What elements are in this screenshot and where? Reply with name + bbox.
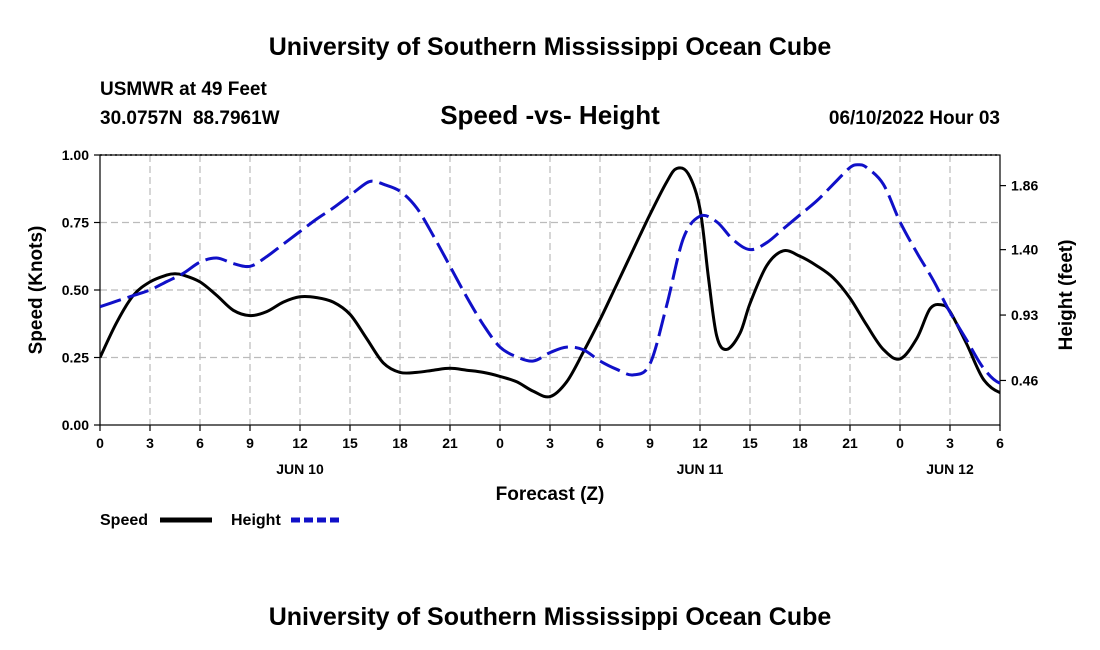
y-left-tick-label-0: 0.00	[62, 417, 89, 433]
x-tick-label-4: 12	[292, 435, 308, 451]
coordinates-label: 30.0757N 88.7961W	[100, 108, 280, 129]
y-axis-label-left: Speed (Knots)	[26, 226, 47, 355]
legend: Speed Height	[100, 512, 343, 529]
series-group	[100, 163, 1000, 399]
x-tick-label-7: 21	[442, 435, 458, 451]
x-tick-label-12: 12	[692, 435, 708, 451]
y-left-tick-label-1: 0.25	[62, 350, 89, 366]
x-tick-label-17: 3	[946, 435, 954, 451]
y-right-tick-label-1: 0.93	[1011, 307, 1038, 323]
x-tick-label-2: 6	[196, 435, 204, 451]
y-left-tick-label-2: 0.50	[62, 282, 89, 298]
x-tick-label-18: 6	[996, 435, 1004, 451]
y-left-tick-label-3: 0.75	[62, 215, 89, 231]
y-left-tick-label-4: 1.00	[62, 147, 89, 163]
chart-title: Speed -vs- Height	[440, 100, 660, 130]
legend-label-speed: Speed	[100, 512, 148, 529]
x-tick-label-8: 0	[496, 435, 504, 451]
x-tick-label-9: 3	[546, 435, 554, 451]
series-line-height	[100, 163, 1000, 385]
axis-ticks: 0 3 6 9 12 15 18 21 0 3 6 9 12 15 18 21 0 3 6 JUN 10 JUN 11 J…	[62, 147, 1039, 477]
x-tick-label-14: 18	[792, 435, 808, 451]
station-label: USMWR at 49 Feet	[100, 79, 267, 100]
grid-lines	[100, 155, 1000, 425]
main-title: University of Southern Mississippi Ocean…	[269, 33, 832, 61]
legend-label-height: Height	[231, 512, 281, 529]
y-right-tick-label-3: 1.86	[1011, 178, 1038, 194]
series-line-speed	[100, 166, 1000, 399]
x-tick-label-5: 15	[342, 435, 358, 451]
x-axis-label: Forecast (Z)	[496, 484, 605, 505]
y-axis-label-right: Height (feet)	[1056, 240, 1077, 351]
date-label-1: JUN 11	[677, 461, 724, 477]
footer-title: University of Southern Mississippi Ocean…	[269, 603, 832, 631]
x-tick-label-16: 0	[896, 435, 904, 451]
date-label-0: JUN 10	[276, 461, 324, 477]
y-right-tick-label-0: 0.46	[1011, 372, 1038, 388]
x-tick-label-0: 0	[96, 435, 104, 451]
x-tick-label-3: 9	[246, 435, 254, 451]
x-tick-label-13: 15	[742, 435, 758, 451]
y-right-tick-label-2: 1.40	[1011, 242, 1038, 258]
forecast-datetime: 06/10/2022 Hour 03	[829, 108, 1000, 129]
x-tick-label-1: 3	[146, 435, 154, 451]
x-tick-label-6: 18	[392, 435, 408, 451]
x-tick-label-10: 6	[596, 435, 604, 451]
x-tick-label-15: 21	[842, 435, 858, 451]
date-label-2: JUN 12	[926, 461, 974, 477]
x-tick-label-11: 9	[646, 435, 654, 451]
